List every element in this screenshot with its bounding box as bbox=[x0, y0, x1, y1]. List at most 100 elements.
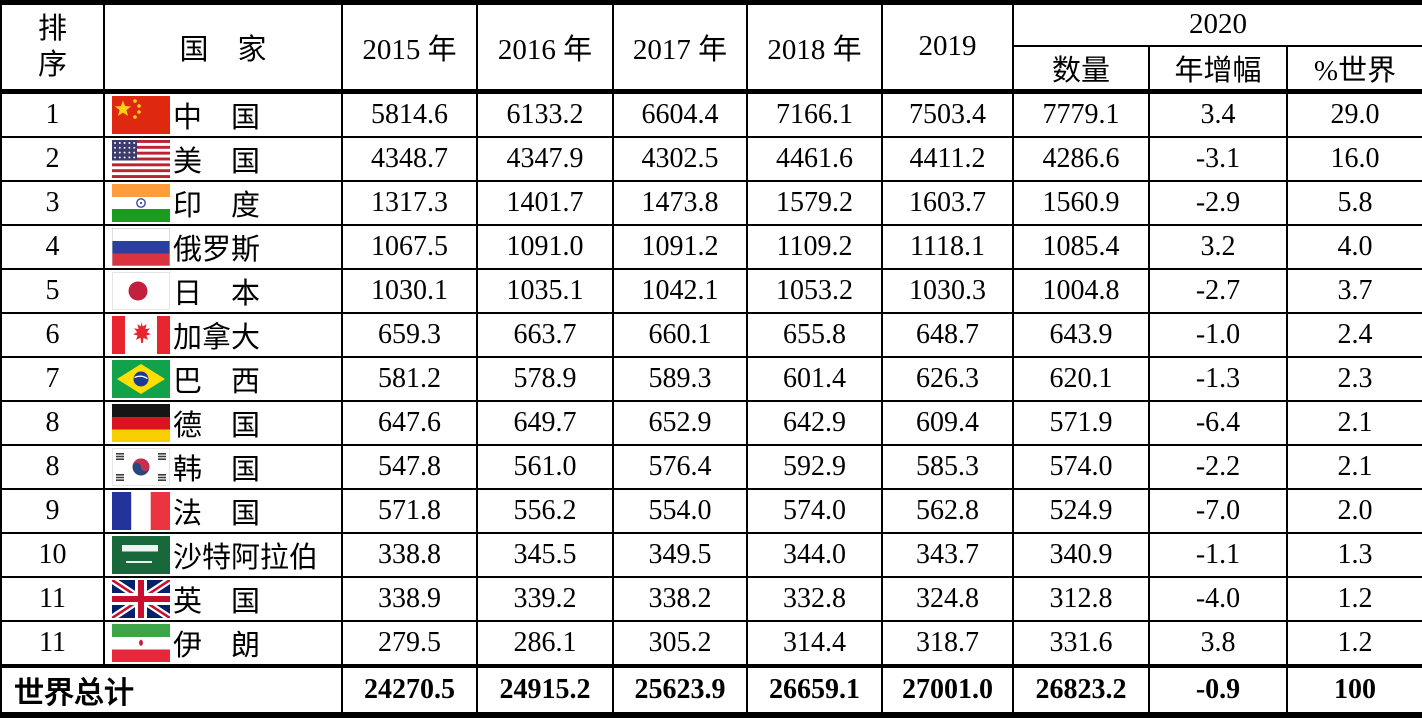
table-row: 10 沙特阿拉伯 338.8 345.5 349.5 344.0 343.7 340.9 -1.… bbox=[0, 531, 1422, 578]
total-row: 世界总计 24270.5 24915.2 25623.9 26659.1 27001.0 2… bbox=[0, 663, 1422, 718]
year-2016-header: 2016 年 bbox=[476, 0, 614, 94]
y2018-cell: 574.0 bbox=[746, 487, 883, 534]
y2015-cell: 1030.1 bbox=[341, 267, 478, 314]
growth-2020-cell: -2.7 bbox=[1148, 267, 1288, 314]
y2015-cell: 571.8 bbox=[341, 487, 478, 534]
qty-2020-cell: 1560.9 bbox=[1012, 179, 1150, 226]
table-row: 11 英 国 338.9 339.2 338.2 332.8 324.8 312.8 -4.0 1… bbox=[0, 575, 1422, 622]
y2017-cell: 1091.2 bbox=[612, 223, 748, 270]
y2017-cell: 349.5 bbox=[612, 531, 748, 578]
y2017-cell: 4302.5 bbox=[612, 135, 748, 182]
growth-2020-cell: -2.9 bbox=[1148, 179, 1288, 226]
qty-2020-cell: 7779.1 bbox=[1012, 90, 1150, 138]
pct-world-cell: 2.3 bbox=[1286, 355, 1422, 402]
y2015-cell: 1067.5 bbox=[341, 223, 478, 270]
y2018-cell: 7166.1 bbox=[746, 90, 883, 138]
country-name: 加拿大 bbox=[173, 321, 261, 354]
y2018-cell: 655.8 bbox=[746, 311, 883, 358]
flag-uk-icon bbox=[112, 579, 170, 618]
y2016-cell: 345.5 bbox=[476, 531, 614, 578]
table-row: 8 德 国 647.6 649.7 652.9 642.9 609.4 571.9 -6.4 2.… bbox=[0, 399, 1422, 446]
growth-2020-cell: -1.3 bbox=[1148, 355, 1288, 402]
y2016-cell: 561.0 bbox=[476, 443, 614, 490]
pct-world-cell: 1.2 bbox=[1286, 619, 1422, 667]
flag-south-korea-icon bbox=[112, 447, 170, 486]
y2017-cell: 305.2 bbox=[612, 619, 748, 667]
y2016-cell: 649.7 bbox=[476, 399, 614, 446]
rank-cell: 10 bbox=[0, 531, 105, 578]
flag-brazil-icon bbox=[112, 359, 170, 398]
total-y2018-cell: 26659.1 bbox=[746, 663, 883, 718]
pct-world-cell: 16.0 bbox=[1286, 135, 1422, 182]
pct-world-cell: 1.2 bbox=[1286, 575, 1422, 622]
qty-2020-cell: 340.9 bbox=[1012, 531, 1150, 578]
header-row-2: 数量 年增幅 %世界 bbox=[1, 44, 1422, 94]
pct-world-cell: 5.8 bbox=[1286, 179, 1422, 226]
flag-iran-icon bbox=[112, 623, 170, 662]
rank-cell: 3 bbox=[0, 179, 105, 226]
growth-2020-cell: -4.0 bbox=[1148, 575, 1288, 622]
country-name: 英 国 bbox=[173, 585, 261, 618]
y2016-cell: 6133.2 bbox=[476, 90, 614, 138]
pct-world-cell: 1.3 bbox=[1286, 531, 1422, 578]
growth-2020-cell: -1.0 bbox=[1148, 311, 1288, 358]
total-growth-2020-cell: -0.9 bbox=[1148, 663, 1288, 718]
y2017-cell: 338.2 bbox=[612, 575, 748, 622]
y2016-cell: 1035.1 bbox=[476, 267, 614, 314]
growth-2020-cell: -2.2 bbox=[1148, 443, 1288, 490]
rank-cell: 11 bbox=[0, 575, 105, 622]
y2018-cell: 4461.6 bbox=[746, 135, 883, 182]
y2015-cell: 338.9 bbox=[341, 575, 478, 622]
rank-cell: 8 bbox=[0, 443, 105, 490]
rank-cell: 4 bbox=[0, 223, 105, 270]
rank-cell: 8 bbox=[0, 399, 105, 446]
pct-world-cell: 4.0 bbox=[1286, 223, 1422, 270]
country-cell: 印 度 bbox=[103, 179, 343, 226]
rank-cell: 7 bbox=[0, 355, 105, 402]
table-row: 11 伊 朗 279.5 286.1 305.2 314.4 318.7 331.6 3.8 1.… bbox=[0, 619, 1422, 667]
y2019-cell: 626.3 bbox=[881, 355, 1014, 402]
country-cell: 中 国 bbox=[103, 90, 343, 138]
growth-2020-cell: 3.2 bbox=[1148, 223, 1288, 270]
y2018-cell: 1109.2 bbox=[746, 223, 883, 270]
y2019-cell: 7503.4 bbox=[881, 90, 1014, 138]
flag-germany-icon bbox=[112, 403, 170, 442]
country-name: 美 国 bbox=[173, 145, 261, 178]
y2016-cell: 1401.7 bbox=[476, 179, 614, 226]
country-name: 韩 国 bbox=[173, 453, 261, 486]
rank-cell: 9 bbox=[0, 487, 105, 534]
y2019-cell: 562.8 bbox=[881, 487, 1014, 534]
quantity-subheader: 数量 bbox=[1012, 44, 1150, 94]
year-2020-header: 2020 bbox=[1012, 0, 1422, 47]
table-row: 5 日 本 1030.1 1035.1 1042.1 1053.2 1030.3 1004.8… bbox=[0, 267, 1422, 314]
total-qty-2020-cell: 26823.2 bbox=[1012, 663, 1150, 718]
header-row-1: 排 序 国 家 2015 年 2016 年 2017 年 2018 年 2019… bbox=[0, 0, 1422, 94]
year-2018-header: 2018 年 bbox=[746, 0, 883, 94]
country-name: 印 度 bbox=[173, 189, 261, 222]
rank-cell: 5 bbox=[0, 267, 105, 314]
total-label-cell: 世界总计 bbox=[0, 663, 343, 718]
y2018-cell: 344.0 bbox=[746, 531, 883, 578]
rank-cell: 6 bbox=[0, 311, 105, 358]
country-name: 沙特阿拉伯 bbox=[173, 541, 319, 574]
country-name: 德 国 bbox=[173, 409, 261, 442]
y2015-cell: 5814.6 bbox=[341, 90, 478, 138]
y2015-cell: 279.5 bbox=[341, 619, 478, 667]
total-pct-world-cell: 100 bbox=[1286, 663, 1422, 718]
pct-world-cell: 2.4 bbox=[1286, 311, 1422, 358]
country-cell: 伊 朗 bbox=[103, 619, 343, 667]
y2018-cell: 332.8 bbox=[746, 575, 883, 622]
y2018-cell: 1579.2 bbox=[746, 179, 883, 226]
flag-japan-icon bbox=[112, 271, 170, 310]
table-body: 1 中 国 5814.6 6133.2 6604.4 7166.1 7503.4 7779.1… bbox=[0, 90, 1422, 667]
pct-world-cell: 2.1 bbox=[1286, 399, 1422, 446]
table-footer: 世界总计 24270.5 24915.2 25623.9 26659.1 27001.0 2… bbox=[0, 663, 1422, 718]
growth-2020-cell: -3.1 bbox=[1148, 135, 1288, 182]
rank-cell: 11 bbox=[0, 619, 105, 667]
y2018-cell: 592.9 bbox=[746, 443, 883, 490]
table-row: 8 韩 国 547.8 561.0 576.4 592.9 585.3 574.0 -2.2 2.… bbox=[0, 443, 1422, 490]
country-cell: 巴 西 bbox=[103, 355, 343, 402]
country-name: 中 国 bbox=[173, 101, 261, 134]
y2018-cell: 601.4 bbox=[746, 355, 883, 402]
